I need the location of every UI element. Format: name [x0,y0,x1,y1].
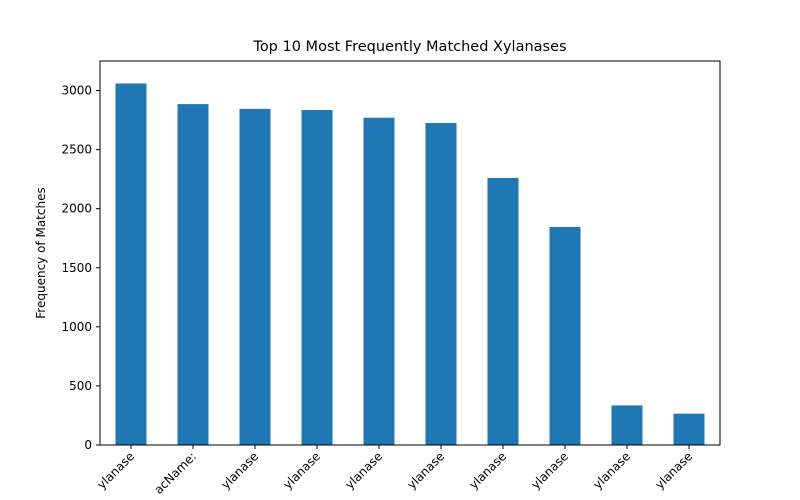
x-tick-label: ylanase [342,449,385,492]
y-tick-label: 0 [84,438,92,452]
y-tick-label: 1500 [61,261,92,275]
x-tick-label: ylanase [94,449,137,492]
plot-area: 0 500 1000 1500 2000 2500 3000 ylanase acName: yl… [61,60,721,497]
chart-title: Top 10 Most Frequently Matched Xylanases [252,39,566,55]
y-tick-label: 2000 [61,202,92,216]
bar [673,413,705,445]
x-tick-label: acName: [151,449,199,497]
bar [611,405,643,445]
bar [177,104,209,445]
x-tick-label: ylanase [466,449,509,492]
y-tick-label: 2500 [61,143,92,157]
y-tick-label: 500 [69,379,92,393]
x-tick-label: ylanase [280,449,323,492]
bar [115,83,147,445]
bar [239,108,271,445]
bar [549,227,581,445]
y-tick-label: 3000 [61,84,92,98]
bar [425,123,457,445]
bar [363,117,395,446]
x-tick-label: ylanase [590,449,633,492]
bar [487,177,519,445]
y-tick-label: 1000 [61,320,92,334]
y-axis-label: Frequency of Matches [34,187,48,318]
x-tick-label: ylanase [404,449,447,492]
x-tick-label: ylanase [652,449,695,492]
bar [301,110,333,445]
x-tick-label: ylanase [528,449,571,492]
x-tick-label: ylanase [218,449,261,492]
axes-frame [99,60,721,446]
